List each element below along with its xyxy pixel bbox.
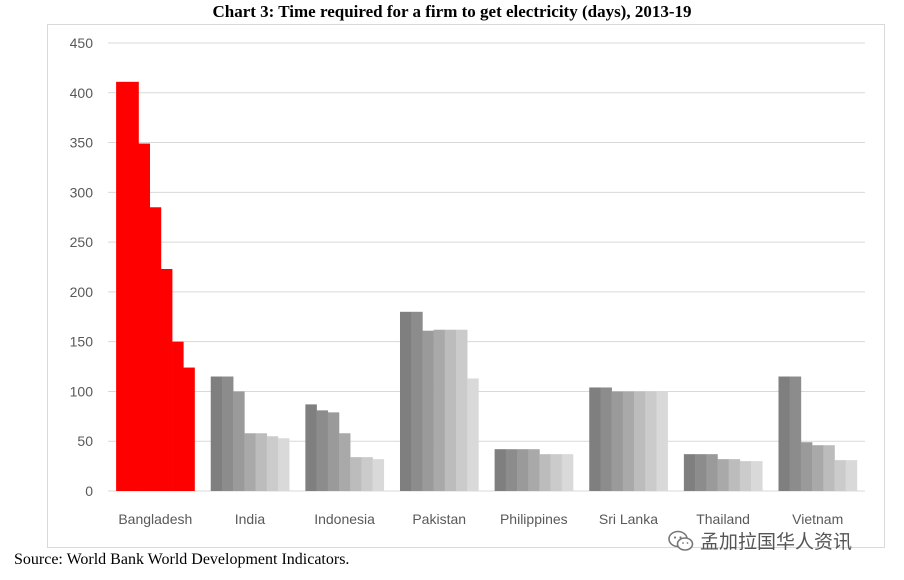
bar [361,457,373,491]
bar [433,329,446,491]
wechat-icon [668,530,694,551]
bar [789,376,802,491]
bar [221,376,234,491]
bar [372,459,385,491]
bar [305,404,317,491]
x-axis-ticks: Bangladesh India Indonesia Pakistan Philippi… [118,511,843,527]
chart-frame [47,24,885,548]
bar [683,454,696,491]
source-note: Source: World Bank World Development Ind… [14,551,350,568]
bar [116,81,128,492]
x-tick-label: Pakistan [412,511,466,527]
bar [411,311,423,491]
bar [800,442,813,491]
x-tick-label: Thailand [696,511,750,527]
bar [706,454,718,491]
bar [399,311,412,491]
y-tick-label: 100 [70,383,94,399]
y-axis-ticks: 0 50 100 150 200 250 300 350 400 450 [70,35,94,499]
bar [717,459,729,491]
x-tick-label: Vietnam [792,511,843,527]
bar [244,433,256,491]
bar [812,445,824,491]
x-tick-label: Sri Lanka [599,511,658,527]
bar [172,341,184,491]
bar [695,454,707,491]
bar [277,438,290,491]
x-tick-label: Bangladesh [118,511,192,527]
bar [266,436,279,491]
y-tick-label: 300 [70,184,94,200]
bar [327,412,340,491]
y-tick-label: 200 [70,284,94,300]
bar [233,391,245,491]
bar [149,207,162,491]
bar [455,329,468,491]
bar [634,391,646,491]
bar [728,459,741,491]
bar [645,391,657,491]
bar [834,460,846,491]
bar [210,376,223,491]
bar [739,461,752,491]
y-tick-label: 150 [70,334,94,350]
bar [517,449,529,491]
bar [539,454,551,491]
chart-title: Chart 3: Time required for a firm to get… [212,2,692,21]
bar [845,460,858,491]
bar [350,457,362,491]
x-tick-label: India [235,511,266,527]
y-tick-label: 0 [85,483,93,499]
watermark-text: 孟加拉国华人资讯 [700,531,853,553]
bar [622,391,635,491]
y-tick-label: 350 [70,135,94,151]
bar [528,449,540,491]
bar [561,454,574,491]
bar [255,433,268,491]
x-tick-label: Indonesia [314,511,375,527]
bar [316,410,329,491]
y-tick-label: 250 [70,234,94,250]
watermark: 孟加拉国华人资讯 [668,527,852,554]
bar [444,329,457,491]
bar [611,391,624,491]
bar [823,445,835,491]
bar [160,268,173,491]
bar [494,449,507,491]
bar [138,143,151,491]
bar [183,367,195,491]
y-tick-label: 400 [70,85,94,101]
bar [751,461,763,491]
bar [656,391,668,491]
bar [467,378,479,491]
bar [550,454,563,491]
bar [600,387,612,491]
x-tick-label: Philippines [500,511,568,527]
y-tick-label: 450 [70,35,94,51]
bars [116,81,858,492]
y-tick-label: 50 [77,433,93,449]
bar [127,81,139,492]
bar [338,433,351,491]
bar [589,387,601,491]
bar [505,449,518,491]
bar [778,376,790,491]
bar [422,330,434,491]
